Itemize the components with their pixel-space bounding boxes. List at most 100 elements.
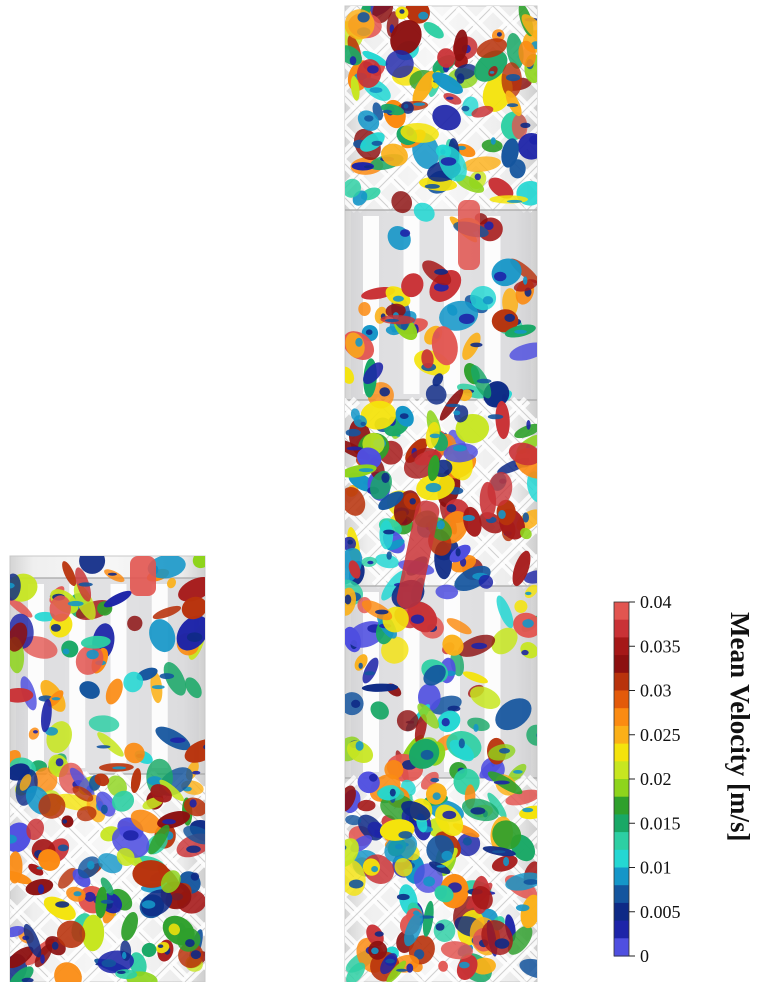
velocity-isosurface-core [423,876,435,887]
velocity-isosurface-blob [10,595,33,618]
velocity-isosurface-blob [379,520,394,550]
velocity-isosurface-blob [501,138,519,168]
velocity-isosurface-core [355,741,364,751]
velocity-isosurface-blob [33,767,58,793]
velocity-isosurface-blob [440,941,473,960]
packing-sheet-edge [579,400,757,586]
velocity-isosurface-core [418,11,429,20]
velocity-isosurface-core [45,727,58,736]
velocity-isosurface-core [360,421,366,426]
velocity-isosurface-blob [363,362,384,385]
velocity-isosurface-core [536,733,537,738]
velocity-isosurface-core [446,504,457,513]
velocity-isosurface-blob [358,302,371,316]
velocity-isosurface-blob [103,590,132,608]
packing-sheet-edge [0,6,153,210]
velocity-isosurface-core [474,173,481,181]
packing-sheet [0,6,153,210]
packing-sheet [17,6,221,210]
velocity-isosurface-blob [471,105,494,118]
packing-sheet-edge [663,6,757,210]
packing-sheet-edge [663,6,757,210]
velocity-isosurface-core [434,268,448,275]
velocity-isosurface-core [473,723,479,732]
velocity-isosurface-blob [69,767,95,797]
velocity-isosurface-blob [354,654,368,671]
packing-sheet [715,400,757,586]
velocity-isosurface-blob [413,202,435,222]
velocity-isosurface-core [503,856,510,867]
velocity-isosurface-blob [396,710,419,732]
velocity-isosurface-blob [474,50,508,82]
colorbar-band [614,637,629,656]
packing-sheet-edge [561,6,757,210]
velocity-isosurface-blob [470,686,501,709]
packing-sheet-edge [119,6,323,210]
velocity-isosurface-core [522,619,534,628]
packing-sheet-edge [345,197,358,211]
velocity-isosurface-core [499,748,510,754]
colorbar-band [614,938,629,957]
velocity-isosurface-blob [381,570,406,601]
colorbar-tick-label: 0.035 [640,636,681,656]
packing-sheet [731,6,757,210]
velocity-isosurface-blob [345,366,355,384]
packing-sheet [629,6,757,210]
velocity-isosurface-blob [505,90,522,117]
velocity-isosurface-blob [496,595,514,629]
velocity-isosurface-blob [350,75,360,101]
velocity-isosurface-blob [462,332,481,360]
velocity-isosurface-core [369,87,383,93]
velocity-isosurface-blob [385,303,406,318]
colorbar-band [614,867,629,886]
velocity-isosurface-blob [346,962,366,982]
velocity-isosurface-blob [10,946,34,969]
velocity-isosurface-blob [23,923,42,958]
velocity-isosurface-blob [28,863,44,876]
velocity-isosurface-core [55,901,70,908]
velocity-isosurface-core [403,103,409,109]
velocity-isosurface-core [424,184,440,189]
velocity-isosurface-blob [345,486,366,516]
velocity-isosurface-blob [130,768,142,794]
velocity-isosurface-core [157,944,164,948]
packing-sheet [85,6,289,210]
velocity-isosurface-core [521,649,529,656]
colorbar-band [614,690,629,709]
velocity-isosurface-blob [10,870,32,885]
left-column-packing-elements [10,556,205,982]
velocity-isosurface-core [385,958,395,964]
colorbar: 0.04 0.035 0.03 0.025 0.02 0.015 0.01 0.005 0 Me… [613,592,755,966]
velocity-isosurface-blob [141,889,173,917]
velocity-isosurface-blob [150,784,172,803]
packing-sheet-edge [731,6,757,210]
velocity-isosurface-core [37,884,45,895]
velocity-isosurface-blob [417,703,440,729]
packing-sheet [629,6,757,210]
velocity-isosurface-core [458,313,475,324]
velocity-isosurface-blob [105,678,123,705]
velocity-isosurface-blob [100,877,114,896]
packing-sheet-edge [510,559,537,587]
velocity-isosurface-blob [423,21,444,39]
velocity-isosurface-core [55,758,64,767]
packing-sheet-edge [51,6,255,210]
colorbar-band [614,725,629,745]
velocity-isosurface-core [459,961,470,969]
velocity-isosurface-core [514,329,527,334]
packing-sheet [647,400,757,586]
velocity-isosurface-core [50,624,61,632]
velocity-isosurface-blob [81,914,105,952]
velocity-isosurface-blob [432,373,444,387]
velocity-isosurface-core [462,837,472,846]
velocity-isosurface-blob [361,683,399,692]
velocity-isosurface-core [522,807,534,813]
velocity-isosurface-blob [79,556,106,574]
velocity-isosurface-core [389,788,396,797]
velocity-isosurface-blob [378,491,404,511]
velocity-isosurface-blob [10,966,34,982]
velocity-isosurface-core [435,923,445,931]
velocity-isosurface-core [470,342,483,348]
velocity-isosurface-plume [130,556,156,596]
